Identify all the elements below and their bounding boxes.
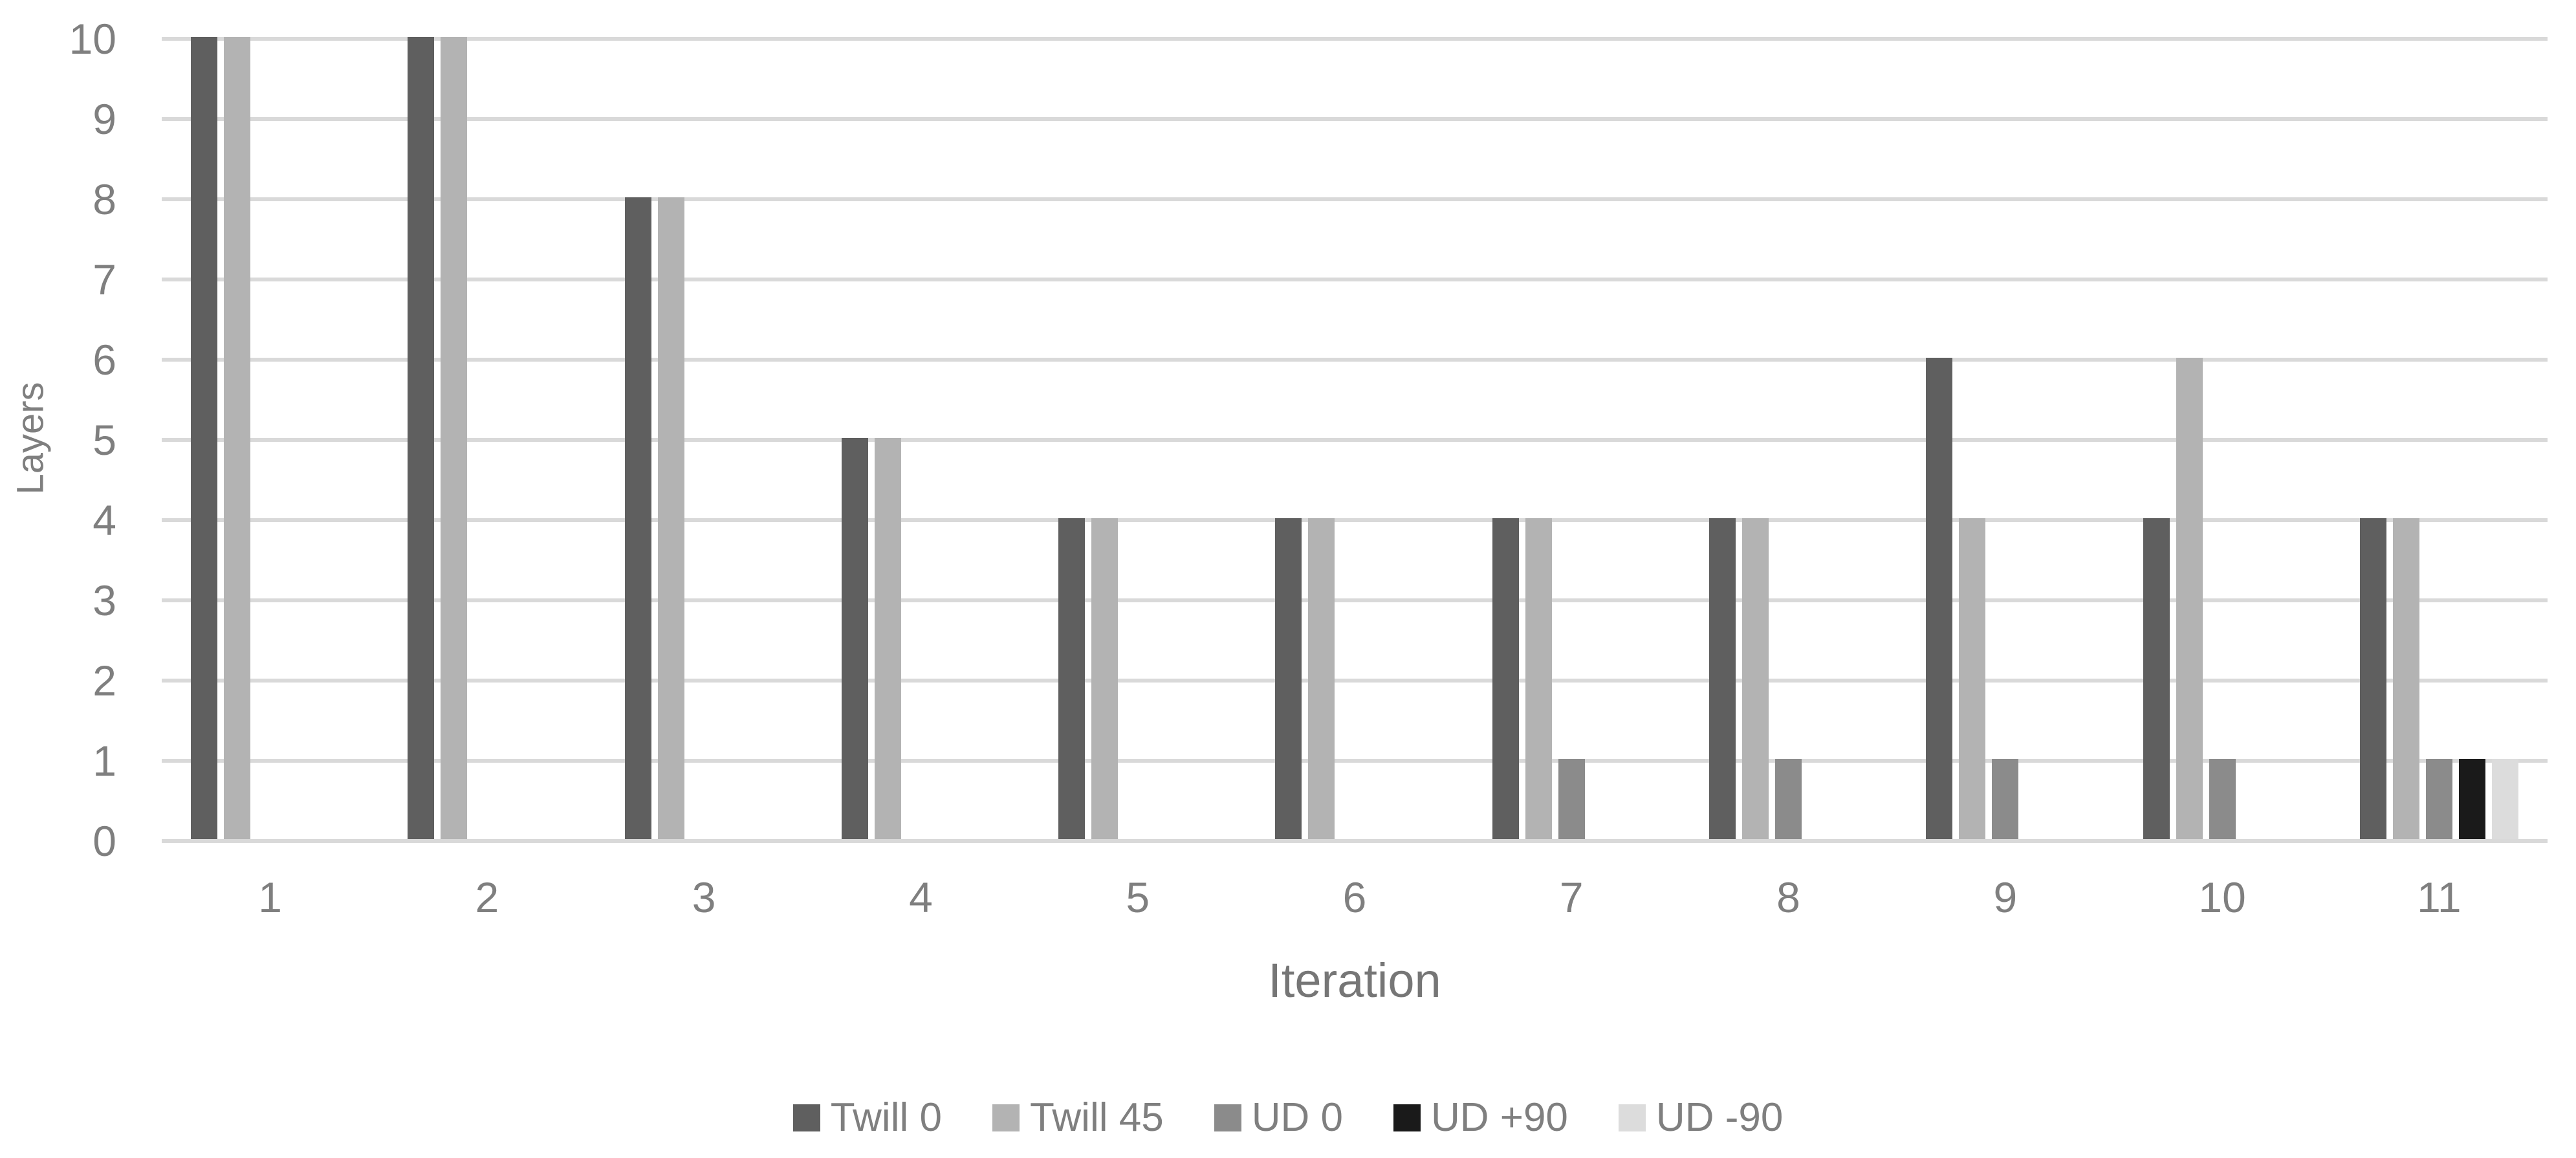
gridline-y-8 (162, 197, 2548, 201)
legend-swatch-ud-90 (1618, 1104, 1646, 1131)
bar-group-iteration-9 (1897, 37, 2113, 839)
bar-twill-45-iteration-4 (874, 438, 901, 839)
y-tick-label-7: 7 (93, 256, 116, 303)
y-tick-label-5: 5 (93, 416, 116, 464)
bar-twill-45-iteration-10 (2176, 358, 2203, 839)
gridline-y-9 (162, 117, 2548, 121)
bar-twill-0-iteration-6 (1275, 518, 1302, 839)
gridline-y-5 (162, 438, 2548, 442)
bar-group-iteration-6 (1246, 37, 1463, 839)
gridline-y-3 (162, 598, 2548, 602)
y-tick-label-8: 8 (93, 175, 116, 223)
gridline-y-7 (162, 278, 2548, 281)
bar-twill-45-iteration-2 (441, 37, 468, 839)
legend-label-ud-0: UD 0 (1251, 1095, 1343, 1140)
bar-twill-45-iteration-6 (1308, 518, 1335, 839)
y-tick-label-1: 1 (93, 737, 116, 785)
gridline-y-10 (162, 37, 2548, 41)
gridline-y-1 (162, 759, 2548, 763)
legend-label-twill-0: Twill 0 (830, 1095, 942, 1140)
x-tick-label-7: 7 (1559, 873, 1584, 921)
x-tick-label-11: 11 (2417, 873, 2461, 921)
bar-twill-0-iteration-10 (2143, 518, 2170, 839)
legend-swatch-twill-0 (792, 1104, 820, 1131)
bar-group-iteration-5 (1029, 37, 1246, 839)
x-tick-label-4: 4 (909, 873, 933, 921)
bar-twill-0-iteration-8 (1709, 518, 1736, 839)
legend-label-ud-90: UD +90 (1430, 1095, 1568, 1140)
gridline-y-6 (162, 358, 2548, 362)
bar-twill-0-iteration-9 (1926, 358, 1953, 839)
x-tick-label-8: 8 (1776, 873, 1800, 921)
x-tick-label-2: 2 (475, 873, 499, 921)
legend-swatch-ud-90 (1393, 1104, 1421, 1131)
bar-twill-0-iteration-7 (1492, 518, 1519, 839)
bar-twill-0-iteration-3 (624, 197, 651, 839)
legend-item-twill-0: Twill 0 (792, 1095, 942, 1141)
bar-group-iteration-10 (2113, 37, 2330, 839)
bar-group-iteration-4 (813, 37, 1029, 839)
bar-twill-45-iteration-8 (1742, 518, 1769, 839)
bar-ud-0-iteration-9 (1992, 759, 2019, 839)
bar-twill-45-iteration-7 (1525, 518, 1552, 839)
x-tick-label-6: 6 (1342, 873, 1367, 921)
y-tick-label-3: 3 (93, 576, 116, 624)
bar-twill-45-iteration-9 (1959, 518, 1986, 839)
legend-label-ud-90: UD -90 (1655, 1095, 1784, 1140)
legend-label-twill-45: Twill 45 (1029, 1095, 1164, 1140)
plot-area (162, 37, 2548, 843)
legend-item-ud-90: UD +90 (1393, 1095, 1568, 1141)
bar-twill-0-iteration-11 (2359, 518, 2386, 839)
bar-group-iteration-1 (162, 37, 378, 839)
bar-twill-0-iteration-1 (191, 37, 218, 839)
x-tick-label-3: 3 (692, 873, 716, 921)
y-tick-label-4: 4 (93, 496, 116, 544)
y-tick-label-10: 10 (69, 15, 116, 63)
y-tick-label-2: 2 (93, 657, 116, 705)
bar-twill-0-iteration-5 (1058, 518, 1086, 839)
bar-ud-90-iteration-11 (2491, 759, 2518, 839)
legend-swatch-ud-0 (1214, 1104, 1241, 1131)
bar-twill-45-iteration-3 (657, 197, 684, 839)
bar-twill-45-iteration-1 (224, 37, 251, 839)
legend-swatch-twill-45 (992, 1104, 1020, 1131)
bar-twill-0-iteration-2 (408, 37, 435, 839)
bar-ud-0-iteration-8 (1775, 759, 1802, 839)
bar-group-iteration-8 (1680, 37, 1897, 839)
bar-twill-0-iteration-4 (841, 438, 868, 839)
x-axis-title: Iteration (1268, 954, 1441, 1007)
bar-ud-0-iteration-11 (2425, 759, 2452, 839)
legend-item-ud-90: UD -90 (1618, 1095, 1784, 1141)
gridline-y-4 (162, 518, 2548, 522)
bar-ud-0-iteration-10 (2209, 759, 2236, 839)
legend-item-twill-45: Twill 45 (992, 1095, 1164, 1141)
bar-group-iteration-11 (2331, 37, 2548, 839)
x-tick-label-9: 9 (1993, 873, 2018, 921)
y-tick-label-9: 9 (93, 95, 116, 143)
legend: Twill 0 Twill 45 UD 0 UD +90 UD -90 (0, 1095, 2576, 1141)
bar-ud-0-iteration-7 (1558, 759, 1585, 839)
x-tick-label-1: 1 (258, 873, 282, 921)
bar-twill-45-iteration-11 (2392, 518, 2419, 839)
bar-twill-45-iteration-5 (1091, 518, 1119, 839)
bar-group-iteration-3 (596, 37, 813, 839)
bar-ud-90-iteration-11 (2458, 759, 2485, 839)
legend-item-ud-0: UD 0 (1214, 1095, 1343, 1141)
y-tick-label-0: 0 (93, 817, 116, 865)
bar-group-iteration-7 (1463, 37, 1680, 839)
x-tick-label-10: 10 (2198, 873, 2246, 921)
x-tick-label-5: 5 (1126, 873, 1150, 921)
bar-group-iteration-2 (378, 37, 595, 839)
gridline-y-0 (162, 839, 2548, 843)
gridline-y-2 (162, 679, 2548, 683)
y-tick-label-6: 6 (93, 336, 116, 384)
